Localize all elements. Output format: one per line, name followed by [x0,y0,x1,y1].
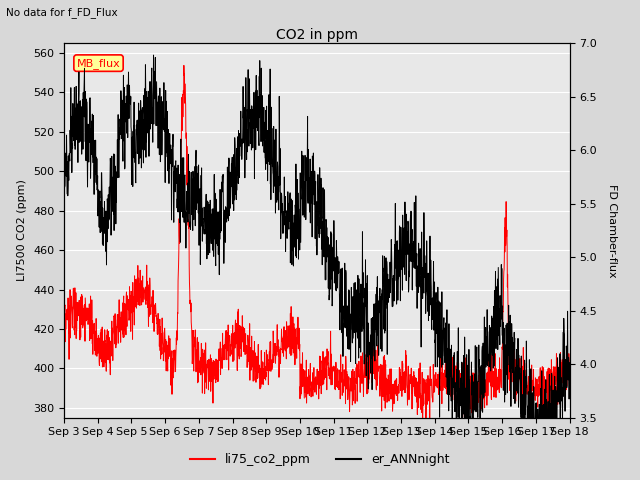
Legend: li75_co2_ppm, er_ANNnight: li75_co2_ppm, er_ANNnight [186,448,454,471]
Title: CO2 in ppm: CO2 in ppm [276,28,358,42]
Text: No data for f_FD_Flux: No data for f_FD_Flux [6,7,118,18]
Y-axis label: LI7500 CO2 (ppm): LI7500 CO2 (ppm) [17,180,28,281]
Y-axis label: FD Chamber-flux: FD Chamber-flux [607,183,616,277]
Text: MB_flux: MB_flux [77,58,120,69]
